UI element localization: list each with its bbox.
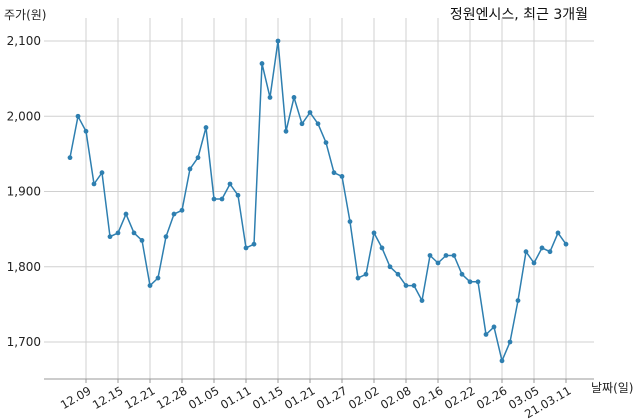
price-line xyxy=(69,40,567,362)
data-point xyxy=(203,125,209,130)
data-point xyxy=(475,279,481,285)
y-tick-label: 2,100 xyxy=(7,34,41,48)
x-tick-label: 01.21 xyxy=(282,383,318,412)
data-point xyxy=(243,245,249,251)
data-point xyxy=(163,234,169,240)
x-axis-ticks: 12.0912.1512.2112.2801.0501.1101.1501.21… xyxy=(58,383,574,419)
data-point xyxy=(467,279,473,285)
data-point xyxy=(339,174,345,179)
data-point xyxy=(211,196,217,202)
data-point xyxy=(355,275,361,281)
data-point xyxy=(147,283,153,288)
data-point xyxy=(115,230,121,236)
data-point xyxy=(491,324,497,330)
data-point xyxy=(523,249,529,255)
x-tick-label: 12.15 xyxy=(90,383,126,412)
data-point xyxy=(499,358,505,364)
data-point xyxy=(379,245,385,251)
data-point xyxy=(315,121,321,127)
data-point xyxy=(299,121,305,127)
data-point xyxy=(403,283,409,288)
x-tick-label: 02.22 xyxy=(442,383,478,412)
data-point xyxy=(99,170,105,176)
data-point xyxy=(83,128,89,134)
data-point xyxy=(419,298,425,304)
grid-lines xyxy=(44,18,594,383)
data-point xyxy=(91,181,97,187)
data-point xyxy=(323,140,329,145)
x-tick-label: 02.08 xyxy=(378,383,414,412)
data-point xyxy=(179,207,185,213)
data-point xyxy=(235,192,241,198)
data-point xyxy=(171,211,177,217)
data-point xyxy=(155,275,161,281)
data-point xyxy=(195,155,201,161)
data-point xyxy=(555,230,561,236)
x-tick-label: 12.21 xyxy=(122,383,158,412)
x-tick-label: 02.26 xyxy=(474,383,510,412)
data-point xyxy=(123,211,129,217)
x-tick-label: 02.16 xyxy=(410,383,446,412)
data-point xyxy=(107,234,113,240)
y-tick-label: 1,800 xyxy=(7,260,41,274)
data-point xyxy=(531,260,537,266)
x-tick-label: 01.05 xyxy=(186,383,222,412)
data-point xyxy=(459,271,465,277)
data-point xyxy=(139,238,145,243)
data-point xyxy=(507,339,513,345)
data-point xyxy=(387,264,393,270)
data-point xyxy=(451,253,457,258)
data-point xyxy=(75,113,81,119)
y-tick-label: 1,900 xyxy=(7,185,41,199)
data-point xyxy=(283,128,289,134)
data-point xyxy=(539,245,545,251)
y-axis-ticks: 1,700 1,800 1,900 2,000 2,100 xyxy=(7,34,41,349)
data-point xyxy=(187,166,193,172)
x-tick-label: 01.27 xyxy=(314,383,350,412)
x-tick-label: 01.15 xyxy=(250,383,286,412)
x-axis-label: 날짜(일) xyxy=(591,381,634,395)
x-tick-label: 12.09 xyxy=(58,383,94,412)
data-point xyxy=(547,249,553,255)
data-point xyxy=(67,155,73,161)
data-point xyxy=(395,271,401,277)
data-point xyxy=(435,260,441,266)
data-point xyxy=(251,241,257,247)
data-point xyxy=(411,283,417,288)
data-point xyxy=(371,230,377,236)
data-point xyxy=(427,253,433,258)
x-tick-label: 02.02 xyxy=(346,383,382,412)
data-point xyxy=(443,253,449,258)
data-point xyxy=(219,196,225,202)
y-axis-label: 주가(원) xyxy=(4,8,47,22)
data-point xyxy=(483,332,489,337)
data-point xyxy=(275,38,281,44)
data-point xyxy=(267,95,273,100)
data-point xyxy=(515,298,521,304)
data-point xyxy=(227,181,233,187)
data-point xyxy=(347,219,353,225)
data-point xyxy=(363,271,369,277)
data-point xyxy=(331,170,337,176)
y-tick-label: 1,700 xyxy=(7,335,41,349)
data-point xyxy=(259,61,265,66)
x-tick-label: 12.28 xyxy=(154,383,190,412)
x-tick-label: 01.11 xyxy=(218,383,254,412)
y-tick-label: 2,000 xyxy=(7,109,41,123)
data-point xyxy=(307,110,313,115)
data-point xyxy=(291,95,297,100)
price-series xyxy=(67,38,569,364)
chart-title: 정원엔시스, 최근 3개월 xyxy=(449,7,588,23)
data-point xyxy=(563,241,569,247)
data-point xyxy=(131,230,137,236)
